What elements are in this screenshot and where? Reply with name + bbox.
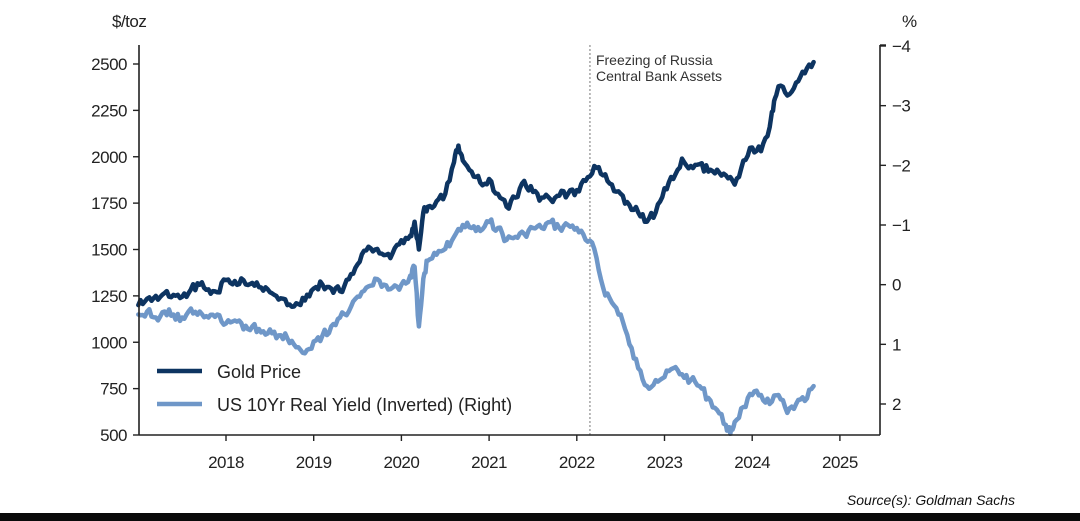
left-axis-tick-label: 2500 [91, 55, 127, 74]
annotation-line2: Central Bank Assets [596, 68, 722, 84]
left-axis-tick-label: 1750 [91, 194, 127, 213]
series-line-us-10yr-real-yield [136, 217, 816, 437]
right-axis-tick-label: −1 [892, 216, 910, 235]
left-axis: 500 750 1000 1250 1500 1750 2000 2250 2500 [91, 55, 139, 445]
x-axis-tick-label: 2024 [734, 453, 770, 472]
right-axis-tick-label: 2 [892, 395, 901, 414]
right-axis-unit-label: % [902, 12, 917, 31]
left-axis-tick-label: 500 [100, 426, 127, 445]
left-axis-unit-label: $/toz [112, 12, 146, 31]
x-axis-tick-label: 2019 [296, 453, 332, 472]
x-axis-tick-label: 2021 [471, 453, 507, 472]
annotation-line1: Freezing of Russia [596, 52, 713, 68]
x-axis-tick-label: 2023 [647, 453, 683, 472]
right-axis: −4 −3 −2 −1 0 1 2 [880, 37, 911, 414]
legend: Gold Price US 10Yr Real Yield (Inverted)… [157, 362, 512, 415]
left-axis-tick-label: 2000 [91, 148, 127, 167]
x-axis-tick-label: 2022 [559, 453, 595, 472]
bottom-bar [0, 513, 1080, 521]
left-axis-tick-label: 2250 [91, 101, 127, 120]
left-axis-tick-label: 750 [100, 380, 127, 399]
right-axis-tick-label: −4 [892, 37, 910, 56]
x-axis-tick-label: 2025 [822, 453, 858, 472]
source-note: Source(s): Goldman Sachs [847, 492, 1015, 508]
left-axis-tick-label: 1250 [91, 287, 127, 306]
x-axis-tick-label: 2018 [208, 453, 244, 472]
x-axis-tick-label: 2020 [383, 453, 419, 472]
x-axis: 2018 2019 2020 2021 2022 2023 2024 2025 [208, 435, 858, 472]
series-line-gold-price [136, 59, 816, 309]
right-axis-tick-label: 0 [892, 276, 901, 295]
right-axis-tick-label: −2 [892, 156, 910, 175]
legend-label-gold: Gold Price [217, 362, 301, 382]
left-axis-tick-label: 1000 [91, 333, 127, 352]
right-axis-tick-label: 1 [892, 335, 901, 354]
legend-label-yield: US 10Yr Real Yield (Inverted) (Right) [217, 395, 512, 415]
right-axis-tick-label: −3 [892, 97, 910, 116]
left-axis-tick-label: 1500 [91, 241, 127, 260]
